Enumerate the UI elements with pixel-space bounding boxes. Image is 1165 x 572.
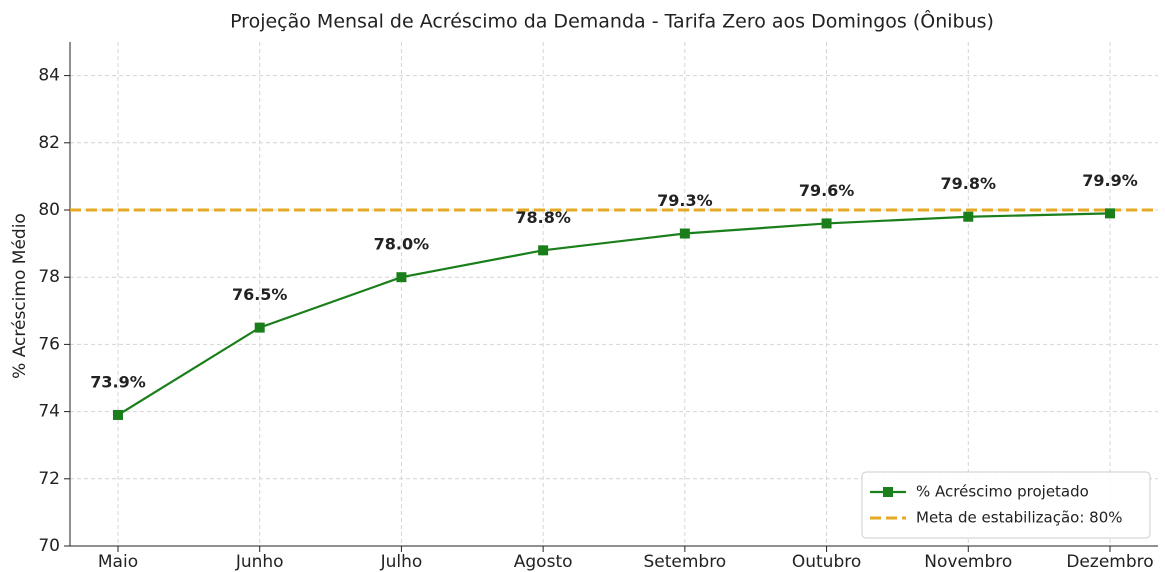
y-tick-label: 80 bbox=[38, 200, 60, 220]
y-tick-label: 74 bbox=[38, 402, 60, 422]
data-point bbox=[254, 322, 265, 333]
data-line bbox=[117, 212, 1111, 416]
data-label: 79.9% bbox=[1082, 171, 1138, 190]
x-tick-label: Setembro bbox=[643, 552, 726, 572]
y-tick-label: 70 bbox=[38, 536, 60, 556]
data-point bbox=[538, 245, 549, 256]
data-point bbox=[963, 211, 974, 222]
data-label: 79.3% bbox=[657, 191, 713, 210]
x-tick-label: Agosto bbox=[514, 552, 573, 572]
x-tick-label: Novembro bbox=[924, 552, 1012, 572]
data-point bbox=[679, 228, 690, 239]
legend-box bbox=[861, 471, 1151, 539]
data-label: 79.6% bbox=[799, 181, 855, 200]
data-label: 78.0% bbox=[374, 235, 430, 254]
data-point bbox=[396, 272, 407, 283]
legend-marker bbox=[883, 487, 893, 497]
data-label: 76.5% bbox=[232, 285, 288, 304]
legend: % Acréscimo projetado Meta de estabilizaç… bbox=[861, 471, 1151, 539]
chart-title: Projeção Mensal de Acréscimo da Demanda … bbox=[230, 9, 994, 33]
y-tick-label: 76 bbox=[38, 334, 60, 354]
y-tick-label: 72 bbox=[38, 469, 60, 489]
x-tick-label: Outubro bbox=[792, 552, 861, 572]
data-point bbox=[821, 218, 832, 229]
x-tick-label: Maio bbox=[98, 552, 138, 572]
data-point bbox=[1105, 208, 1115, 219]
y-tick-label: 84 bbox=[38, 66, 60, 86]
data-label: 73.9% bbox=[90, 372, 146, 391]
legend-label: Meta de estabilização: 80% bbox=[916, 509, 1123, 527]
x-tick-label: Julho bbox=[380, 552, 423, 572]
x-tick-label: Junho bbox=[235, 552, 284, 572]
y-axis-label: % Acréscimo Médio bbox=[10, 213, 30, 379]
x-tick-label: Dezembro bbox=[1066, 552, 1153, 572]
data-label: 78.8% bbox=[515, 208, 571, 227]
data-label: 79.8% bbox=[941, 174, 997, 193]
y-tick-label: 78 bbox=[38, 267, 60, 287]
legend-label: % Acréscimo projetado bbox=[916, 483, 1089, 501]
data-point bbox=[113, 409, 123, 420]
y-tick-label: 82 bbox=[38, 133, 60, 153]
